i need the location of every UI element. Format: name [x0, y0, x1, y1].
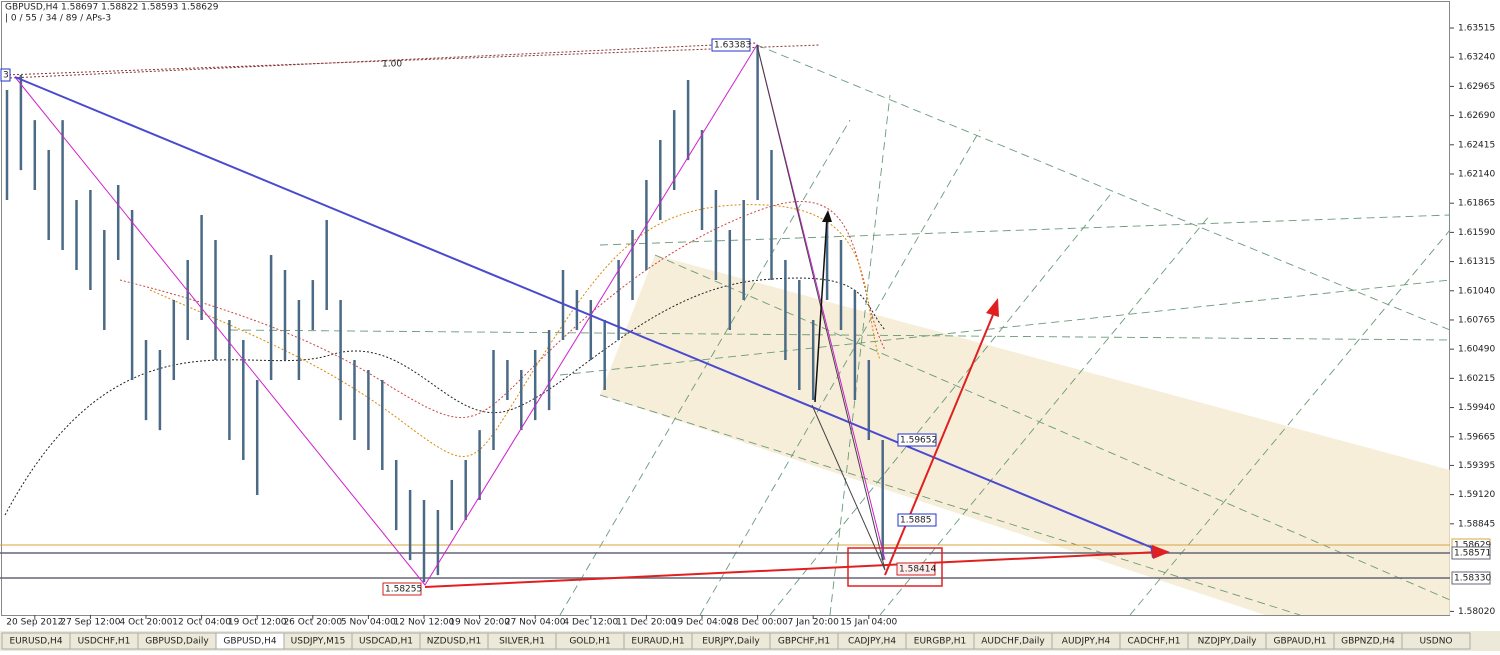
tab-label[interactable]: AUDJPY,H4: [1062, 637, 1111, 647]
x-tick-label: 19 Nov 20:00: [449, 618, 510, 628]
tab-label[interactable]: GBPUSD,H4: [223, 637, 276, 647]
header-line: | 0 / 55 / 34 / 89 / APs-3: [5, 14, 111, 24]
tab-label[interactable]: SILVER,H1: [499, 637, 545, 647]
price-tag: 1.59652: [900, 436, 937, 446]
x-tick-label: 7 Jan 20:00: [788, 618, 840, 628]
x-tick-label: 26 Oct 20:00: [283, 618, 342, 628]
tab-label[interactable]: NZDJPY,Daily: [1198, 637, 1258, 647]
x-tick-label: 12 Oct 04:00: [172, 618, 231, 628]
moving-averages: [4, 42, 886, 516]
y-tick-label: 1.61040: [1458, 286, 1495, 296]
tab-label[interactable]: EURAUD,H1: [631, 637, 684, 647]
tab-label[interactable]: GBPAUD,H1: [1273, 637, 1326, 647]
price-tag-box: [897, 513, 937, 527]
tab-label[interactable]: USDNO: [1419, 637, 1452, 647]
tab-label[interactable]: GBPNZD,H4: [1341, 637, 1395, 647]
price-tag: 1.58330: [1454, 574, 1491, 584]
price-tag-box: [1451, 546, 1491, 560]
drawings: [14, 43, 1170, 588]
price-tag-box: [382, 582, 422, 596]
y-tick-label: 1.63515: [1458, 24, 1495, 34]
y-tick-label: 1.61315: [1458, 257, 1495, 267]
price-tag: 3: [3, 71, 9, 81]
x-tick-label: 27 Sep 12:00: [60, 618, 120, 628]
y-tick-label: 1.62415: [1458, 140, 1495, 150]
x-tick-label: 12 Nov 12:00: [394, 618, 455, 628]
x-tick-label: 5 Nov 04:00: [341, 618, 396, 628]
price-tag-box: [1451, 571, 1491, 585]
price-tag: 1.58571: [1454, 549, 1491, 559]
y-tick-label: 1.63240: [1458, 53, 1495, 63]
price-tag: 1.58629: [1454, 541, 1491, 551]
tab-label[interactable]: USDCAD,H1: [359, 637, 413, 647]
x-tick-label: 28 Dec 00:00: [727, 618, 788, 628]
tab-label[interactable]: AUDCHF,Daily: [981, 637, 1045, 647]
x-tick-label: 4 Oct 20:00: [120, 618, 173, 628]
y-tick-label: 1.59665: [1458, 432, 1495, 442]
x-tick-label: 19 Oct 12:00: [228, 618, 287, 628]
tab[interactable]: [1401, 632, 1471, 650]
price-tag-box: [896, 562, 936, 576]
x-tick-label: 4 Dec 12:00: [563, 618, 618, 628]
y-tick-label: 1.59120: [1458, 490, 1495, 500]
y-tick-label: 1.58020: [1458, 607, 1495, 617]
price-tag: 1.5885: [900, 516, 932, 526]
y-tick-label: 1.61590: [1458, 228, 1495, 238]
pitchfork-lines: [229, 44, 1451, 616]
y-tick-label: 1.60215: [1458, 374, 1495, 384]
tab-label[interactable]: EURGBP,H1: [914, 637, 966, 647]
tab-label[interactable]: USDJPY,M15: [291, 637, 346, 647]
tab-label[interactable]: NZDUSD,H1: [427, 637, 481, 647]
price-tag-box: [0, 68, 11, 82]
tab-label[interactable]: CADCHF,H1: [1128, 637, 1181, 647]
tab-label[interactable]: EURJPY,Daily: [702, 637, 760, 647]
y-tick-label: 1.59940: [1458, 403, 1495, 413]
tab-label[interactable]: GOLD,H1: [569, 637, 610, 647]
price-tag: 1.58255: [385, 585, 422, 595]
price-tag-box: [711, 38, 751, 52]
y-tick-label: 1.61865: [1458, 199, 1495, 209]
tab-label[interactable]: EURUSD,H4: [9, 637, 62, 647]
y-tick-label: 1.60490: [1458, 345, 1495, 355]
plot-frame: [1, 1, 1450, 616]
y-tick-label: 1.59395: [1458, 461, 1495, 471]
price-tag: 1.58414: [899, 565, 936, 575]
tab-label[interactable]: GBPUSD,Daily: [145, 637, 209, 647]
header-line: GBPUSD,H4 1.58697 1.58822 1.58593 1.5862…: [5, 3, 219, 13]
x-tick-label: 11 Dec 20:00: [616, 618, 677, 628]
price-tag: 1.63383: [714, 41, 751, 51]
price-tag: 1.00: [382, 60, 402, 70]
x-tick-label: 19 Dec 04:00: [672, 618, 733, 628]
tab-label[interactable]: CADJPY,H4: [848, 637, 896, 647]
y-tick-label: 1.62690: [1458, 111, 1495, 121]
y-tick-label: 1.60765: [1458, 315, 1495, 325]
y-tick-label: 1.58845: [1458, 519, 1495, 529]
x-tick-label: 27 Nov 04:00: [505, 618, 566, 628]
price-tag-box: [897, 433, 937, 447]
tab-label[interactable]: USDCHF,H1: [78, 637, 131, 647]
x-tick-label: 15 Jan 04:00: [840, 618, 897, 628]
x-tick-label: 20 Sep 2012: [6, 618, 63, 628]
tab-label[interactable]: GBPCHF,H1: [778, 637, 830, 647]
y-tick-label: 1.62140: [1458, 170, 1495, 180]
y-tick-label: 1.62965: [1458, 82, 1495, 92]
